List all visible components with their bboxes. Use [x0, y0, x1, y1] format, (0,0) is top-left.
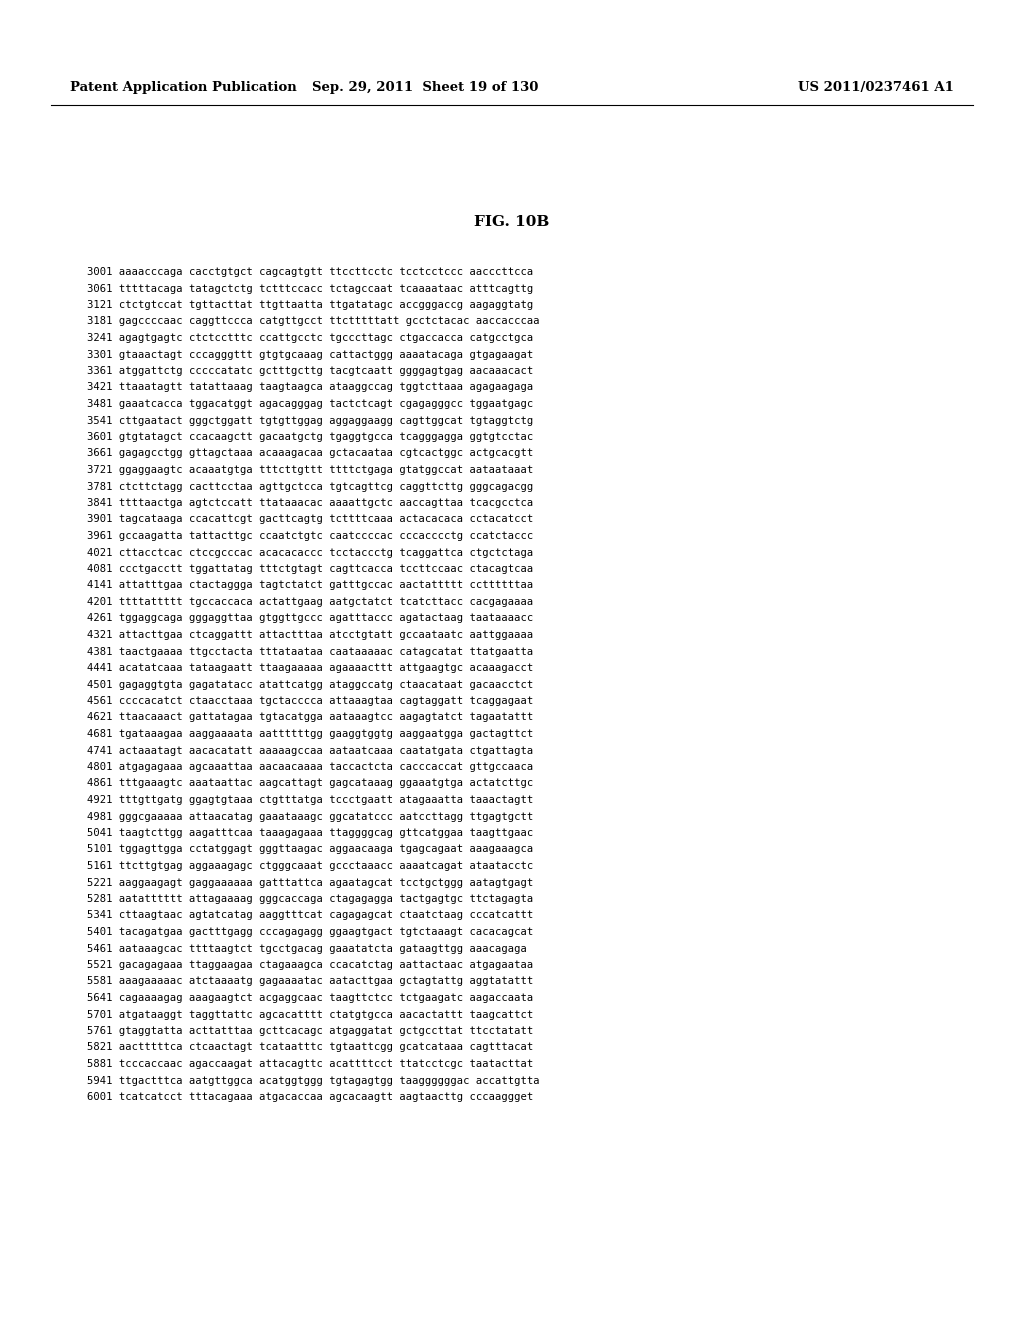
Text: 3781 ctcttctagg cacttcctaa agttgctcca tgtcagttcg caggttcttg gggcagacgg: 3781 ctcttctagg cacttcctaa agttgctcca tg… [87, 482, 534, 491]
Text: 4501 gagaggtgta gagatatacc atattcatgg ataggccatg ctaacataat gacaacctct: 4501 gagaggtgta gagatatacc atattcatgg at… [87, 680, 534, 689]
Text: 3661 gagagcctgg gttagctaaa acaaagacaa gctacaataa cgtcactggc actgcacgtt: 3661 gagagcctgg gttagctaaa acaaagacaa gc… [87, 449, 534, 458]
Text: 5461 aataaagcac ttttaagtct tgcctgacag gaaatatcta gataagttgg aaacagaga: 5461 aataaagcac ttttaagtct tgcctgacag ga… [87, 944, 527, 953]
Text: 5641 cagaaaagag aaagaagtct acgaggcaac taagttctcc tctgaagatc aagaccaata: 5641 cagaaaagag aaagaagtct acgaggcaac ta… [87, 993, 534, 1003]
Text: 4141 attatttgaa ctactaggga tagtctatct gatttgccac aactattttt ccttttttaa: 4141 attatttgaa ctactaggga tagtctatct ga… [87, 581, 534, 590]
Text: 5221 aaggaagagt gaggaaaaaa gatttattca agaatagcat tcctgctggg aatagtgagt: 5221 aaggaagagt gaggaaaaaa gatttattca ag… [87, 878, 534, 887]
Text: 4561 ccccacatct ctaacctaaa tgctacccca attaaagtaa cagtaggatt tcaggagaat: 4561 ccccacatct ctaacctaaa tgctacccca at… [87, 696, 534, 706]
Text: US 2011/0237461 A1: US 2011/0237461 A1 [799, 82, 954, 95]
Text: 4261 tggaggcaga gggaggttaa gtggttgccc agatttaccc agatactaag taataaaacc: 4261 tggaggcaga gggaggttaa gtggttgccc ag… [87, 614, 534, 623]
Text: 5101 tggagttgga cctatggagt gggttaagac aggaacaaga tgagcagaat aaagaaagca: 5101 tggagttgga cctatggagt gggttaagac ag… [87, 845, 534, 854]
Text: 5761 gtaggtatta acttatttaa gcttcacagc atgaggatat gctgccttat ttcctatatt: 5761 gtaggtatta acttatttaa gcttcacagc at… [87, 1026, 534, 1036]
Text: 4801 atgagagaaa agcaaattaa aacaacaaaa taccactcta cacccaccat gttgccaaca: 4801 atgagagaaa agcaaattaa aacaacaaaa ta… [87, 762, 534, 772]
Text: 3301 gtaaactagt cccagggttt gtgtgcaaag cattactggg aaaatacaga gtgagaagat: 3301 gtaaactagt cccagggttt gtgtgcaaag ca… [87, 350, 534, 359]
Text: 4741 actaaatagt aacacatatt aaaaagccaa aataatcaaa caatatgata ctgattagta: 4741 actaaatagt aacacatatt aaaaagccaa aa… [87, 746, 534, 755]
Text: 3241 agagtgagtc ctctcctttc ccattgcctc tgcccttagc ctgaccacca catgcctgca: 3241 agagtgagtc ctctcctttc ccattgcctc tg… [87, 333, 534, 343]
Text: 3841 ttttaactga agtctccatt ttataaacac aaaattgctc aaccagttaa tcacgcctca: 3841 ttttaactga agtctccatt ttataaacac aa… [87, 498, 534, 508]
Text: 5281 aatatttttt attagaaaag gggcaccaga ctagagagga tactgagtgc ttctagagta: 5281 aatatttttt attagaaaag gggcaccaga ct… [87, 894, 534, 904]
Text: 3181 gagccccaac caggttccca catgttgcct ttctttttatt gcctctacac aaccacccaa: 3181 gagccccaac caggttccca catgttgcct tt… [87, 317, 540, 326]
Text: 5941 ttgactttca aatgttggca acatggtggg tgtagagtgg taaggggggac accattgtta: 5941 ttgactttca aatgttggca acatggtggg tg… [87, 1076, 540, 1085]
Text: 4861 tttgaaagtc aaataattac aagcattagt gagcataaag ggaaatgtga actatcttgc: 4861 tttgaaagtc aaataattac aagcattagt ga… [87, 779, 534, 788]
Text: 5821 aactttttca ctcaactagt tcataatttc tgtaattcgg gcatcataaa cagtttacat: 5821 aactttttca ctcaactagt tcataatttc tg… [87, 1043, 534, 1052]
Text: 6001 tcatcatcct tttacagaaa atgacaccaa agcacaagtt aagtaacttg cccaaggget: 6001 tcatcatcct tttacagaaa atgacaccaa ag… [87, 1092, 534, 1102]
Text: 4681 tgataaagaa aaggaaaata aattttttgg gaaggtggtg aaggaatgga gactagttct: 4681 tgataaagaa aaggaaaata aattttttgg ga… [87, 729, 534, 739]
Text: 3061 tttttacaga tatagctctg tctttccacc tctagccaat tcaaaataac atttcagttg: 3061 tttttacaga tatagctctg tctttccacc tc… [87, 284, 534, 293]
Text: 4621 ttaacaaact gattatagaa tgtacatgga aataaagtcc aagagtatct tagaatattt: 4621 ttaacaaact gattatagaa tgtacatgga aa… [87, 713, 534, 722]
Text: 3901 tagcataaga ccacattcgt gacttcagtg tcttttcaaa actacacaca cctacatcct: 3901 tagcataaga ccacattcgt gacttcagtg tc… [87, 515, 534, 524]
Text: 4981 gggcgaaaaa attaacatag gaaataaagc ggcatatccc aatccttagg ttgagtgctt: 4981 gggcgaaaaa attaacatag gaaataaagc gg… [87, 812, 534, 821]
Text: 5401 tacagatgaa gactttgagg cccagagagg ggaagtgact tgtctaaagt cacacagcat: 5401 tacagatgaa gactttgagg cccagagagg gg… [87, 927, 534, 937]
Text: 4921 tttgttgatg ggagtgtaaa ctgtttatga tccctgaatt atagaaatta taaactagtt: 4921 tttgttgatg ggagtgtaaa ctgtttatga tc… [87, 795, 534, 805]
Text: 5881 tcccaccaac agaccaagat attacagttc acattttcct ttatcctcgc taatacttat: 5881 tcccaccaac agaccaagat attacagttc ac… [87, 1059, 534, 1069]
Text: 4381 taactgaaaa ttgcctacta tttataataa caataaaaac catagcatat ttatgaatta: 4381 taactgaaaa ttgcctacta tttataataa ca… [87, 647, 534, 656]
Text: 5341 cttaagtaac agtatcatag aaggtttcat cagagagcat ctaatctaag cccatcattt: 5341 cttaagtaac agtatcatag aaggtttcat ca… [87, 911, 534, 920]
Text: FIG. 10B: FIG. 10B [474, 215, 550, 228]
Text: 3421 ttaaatagtt tatattaaag taagtaagca ataaggccag tggtcttaaa agagaagaga: 3421 ttaaatagtt tatattaaag taagtaagca at… [87, 383, 534, 392]
Text: 4081 ccctgacctt tggattatag tttctgtagt cagttcacca tccttccaac ctacagtcaa: 4081 ccctgacctt tggattatag tttctgtagt ca… [87, 564, 534, 574]
Text: 4321 attacttgaa ctcaggattt attactttaa atcctgtatt gccaataatc aattggaaaa: 4321 attacttgaa ctcaggattt attactttaa at… [87, 630, 534, 640]
Text: 5521 gacagagaaa ttaggaagaa ctagaaagca ccacatctag aattactaac atgagaataa: 5521 gacagagaaa ttaggaagaa ctagaaagca cc… [87, 960, 534, 970]
Text: 3541 cttgaatact gggctggatt tgtgttggag aggaggaagg cagttggcat tgtaggtctg: 3541 cttgaatact gggctggatt tgtgttggag ag… [87, 416, 534, 425]
Text: Sep. 29, 2011  Sheet 19 of 130: Sep. 29, 2011 Sheet 19 of 130 [311, 82, 539, 95]
Text: 4441 acatatcaaa tataagaatt ttaagaaaaa agaaaacttt attgaagtgc acaaagacct: 4441 acatatcaaa tataagaatt ttaagaaaaa ag… [87, 663, 534, 673]
Text: Patent Application Publication: Patent Application Publication [70, 82, 296, 95]
Text: 5581 aaagaaaaac atctaaaatg gagaaaatac aatacttgaa gctagtattg aggtatattt: 5581 aaagaaaaac atctaaaatg gagaaaatac aa… [87, 977, 534, 986]
Text: 5701 atgataaggt taggttattc agcacatttt ctatgtgcca aacactattt taagcattct: 5701 atgataaggt taggttattc agcacatttt ct… [87, 1010, 534, 1019]
Text: 3121 ctctgtccat tgttacttat ttgttaatta ttgatatagc accgggaccg aagaggtatg: 3121 ctctgtccat tgttacttat ttgttaatta tt… [87, 300, 534, 310]
Text: 3961 gccaagatta tattacttgc ccaatctgtc caatccccac cccacccctg ccatctaccc: 3961 gccaagatta tattacttgc ccaatctgtc ca… [87, 531, 534, 541]
Text: 3601 gtgtatagct ccacaagctt gacaatgctg tgaggtgcca tcagggagga ggtgtcctac: 3601 gtgtatagct ccacaagctt gacaatgctg tg… [87, 432, 534, 442]
Text: 4201 ttttattttt tgccaccaca actattgaag aatgctatct tcatcttacc cacgagaaaa: 4201 ttttattttt tgccaccaca actattgaag aa… [87, 597, 534, 607]
Text: 3001 aaaacccaga cacctgtgct cagcagtgtt ttccttcctc tcctcctccc aacccttcca: 3001 aaaacccaga cacctgtgct cagcagtgtt tt… [87, 267, 534, 277]
Text: 4021 cttacctcac ctccgcccac acacacaccc tcctaccctg tcaggattca ctgctctaga: 4021 cttacctcac ctccgcccac acacacaccc tc… [87, 548, 534, 557]
Text: 3721 ggaggaagtc acaaatgtga tttcttgttt ttttctgaga gtatggccat aataataaat: 3721 ggaggaagtc acaaatgtga tttcttgttt tt… [87, 465, 534, 475]
Text: 3481 gaaatcacca tggacatggt agacagggag tactctcagt cgagagggcc tggaatgagc: 3481 gaaatcacca tggacatggt agacagggag ta… [87, 399, 534, 409]
Text: 3361 atggattctg cccccatatc gctttgcttg tacgtcaatt ggggagtgag aacaaacact: 3361 atggattctg cccccatatc gctttgcttg ta… [87, 366, 534, 376]
Text: 5041 taagtcttgg aagatttcaa taaagagaaa ttaggggcag gttcatggaa taagttgaac: 5041 taagtcttgg aagatttcaa taaagagaaa tt… [87, 828, 534, 838]
Text: 5161 ttcttgtgag aggaaagagc ctgggcaaat gccctaaacc aaaatcagat ataatacctc: 5161 ttcttgtgag aggaaagagc ctgggcaaat gc… [87, 861, 534, 871]
